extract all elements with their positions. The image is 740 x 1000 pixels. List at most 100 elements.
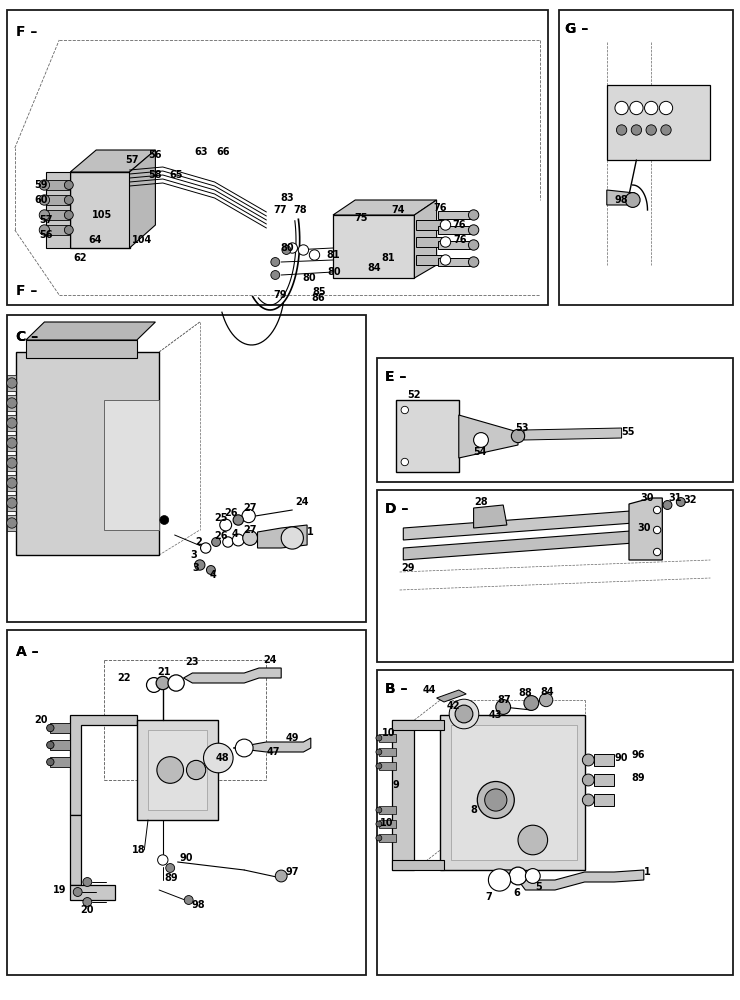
- Text: 56: 56: [149, 150, 162, 160]
- Polygon shape: [474, 505, 507, 528]
- Text: 54: 54: [473, 447, 486, 457]
- Circle shape: [440, 220, 451, 230]
- Circle shape: [653, 526, 661, 534]
- Circle shape: [282, 246, 291, 254]
- Text: 96: 96: [631, 750, 645, 760]
- Bar: [70, 172, 130, 248]
- Circle shape: [616, 125, 627, 135]
- Text: 49: 49: [286, 733, 299, 743]
- Circle shape: [676, 498, 685, 506]
- Circle shape: [298, 245, 309, 255]
- Text: A –: A –: [16, 645, 39, 659]
- Text: 23: 23: [186, 657, 199, 667]
- Text: 80: 80: [280, 243, 294, 253]
- Circle shape: [653, 506, 661, 514]
- Text: 10: 10: [382, 728, 395, 738]
- Polygon shape: [7, 435, 16, 451]
- Text: E –: E –: [385, 370, 406, 384]
- Polygon shape: [26, 322, 155, 340]
- Text: 42: 42: [447, 701, 460, 711]
- Circle shape: [582, 774, 594, 786]
- Circle shape: [147, 678, 161, 692]
- Text: 60: 60: [34, 195, 47, 205]
- Circle shape: [39, 210, 50, 220]
- Polygon shape: [46, 172, 70, 248]
- Bar: [104, 400, 159, 530]
- Text: 20: 20: [81, 905, 94, 915]
- Polygon shape: [184, 668, 281, 683]
- Circle shape: [440, 255, 451, 265]
- Circle shape: [271, 258, 280, 266]
- Polygon shape: [130, 150, 155, 248]
- Text: 59: 59: [34, 180, 47, 190]
- Text: 81: 81: [382, 253, 395, 263]
- Text: 98: 98: [192, 900, 205, 910]
- Text: 1: 1: [307, 527, 314, 537]
- Text: 86: 86: [312, 293, 325, 303]
- Circle shape: [653, 548, 661, 556]
- Bar: [377, 670, 733, 975]
- Text: 58: 58: [149, 170, 162, 180]
- Circle shape: [376, 821, 382, 827]
- Circle shape: [625, 193, 640, 207]
- Polygon shape: [438, 211, 474, 219]
- Circle shape: [7, 398, 17, 408]
- Circle shape: [440, 237, 451, 247]
- Polygon shape: [379, 820, 396, 828]
- Circle shape: [157, 757, 184, 783]
- Polygon shape: [594, 794, 614, 806]
- Circle shape: [468, 210, 479, 220]
- Text: 4: 4: [209, 570, 217, 580]
- Text: 88: 88: [519, 688, 532, 698]
- Circle shape: [168, 675, 184, 691]
- Polygon shape: [50, 740, 70, 750]
- Circle shape: [243, 531, 258, 545]
- Text: 57: 57: [39, 215, 53, 225]
- Polygon shape: [7, 495, 16, 511]
- Polygon shape: [416, 255, 445, 265]
- Circle shape: [209, 748, 228, 768]
- Text: 47: 47: [267, 747, 280, 757]
- Text: 80: 80: [328, 267, 341, 277]
- Circle shape: [64, 226, 73, 234]
- Circle shape: [631, 125, 642, 135]
- Bar: [148, 730, 207, 810]
- Circle shape: [509, 867, 527, 885]
- Circle shape: [7, 478, 17, 488]
- Text: 24: 24: [295, 497, 309, 507]
- Circle shape: [281, 527, 303, 549]
- Text: 81: 81: [326, 250, 340, 260]
- Text: 63: 63: [195, 147, 208, 157]
- Bar: [559, 10, 733, 305]
- Polygon shape: [392, 860, 444, 870]
- Polygon shape: [7, 415, 16, 431]
- Text: C –: C –: [16, 330, 38, 344]
- Circle shape: [474, 433, 488, 447]
- Text: 90: 90: [615, 753, 628, 763]
- Circle shape: [64, 211, 73, 219]
- Bar: [440, 715, 585, 870]
- Text: 83: 83: [280, 193, 294, 203]
- Polygon shape: [403, 530, 648, 560]
- Bar: [7, 630, 366, 975]
- Text: 57: 57: [125, 155, 138, 165]
- Text: 76: 76: [434, 203, 447, 213]
- Circle shape: [488, 869, 511, 891]
- Text: 66: 66: [217, 147, 230, 157]
- Bar: [137, 720, 218, 820]
- Polygon shape: [594, 754, 614, 766]
- Circle shape: [184, 896, 193, 904]
- Polygon shape: [70, 150, 155, 172]
- Circle shape: [646, 125, 656, 135]
- Text: 24: 24: [263, 655, 277, 665]
- Circle shape: [663, 501, 672, 509]
- Circle shape: [539, 693, 553, 707]
- Circle shape: [525, 869, 540, 883]
- Polygon shape: [50, 723, 70, 733]
- Text: D –: D –: [385, 502, 408, 516]
- Polygon shape: [437, 690, 466, 702]
- Polygon shape: [392, 720, 414, 870]
- Polygon shape: [438, 226, 474, 234]
- Text: 90: 90: [180, 853, 193, 863]
- Bar: [607, 85, 710, 160]
